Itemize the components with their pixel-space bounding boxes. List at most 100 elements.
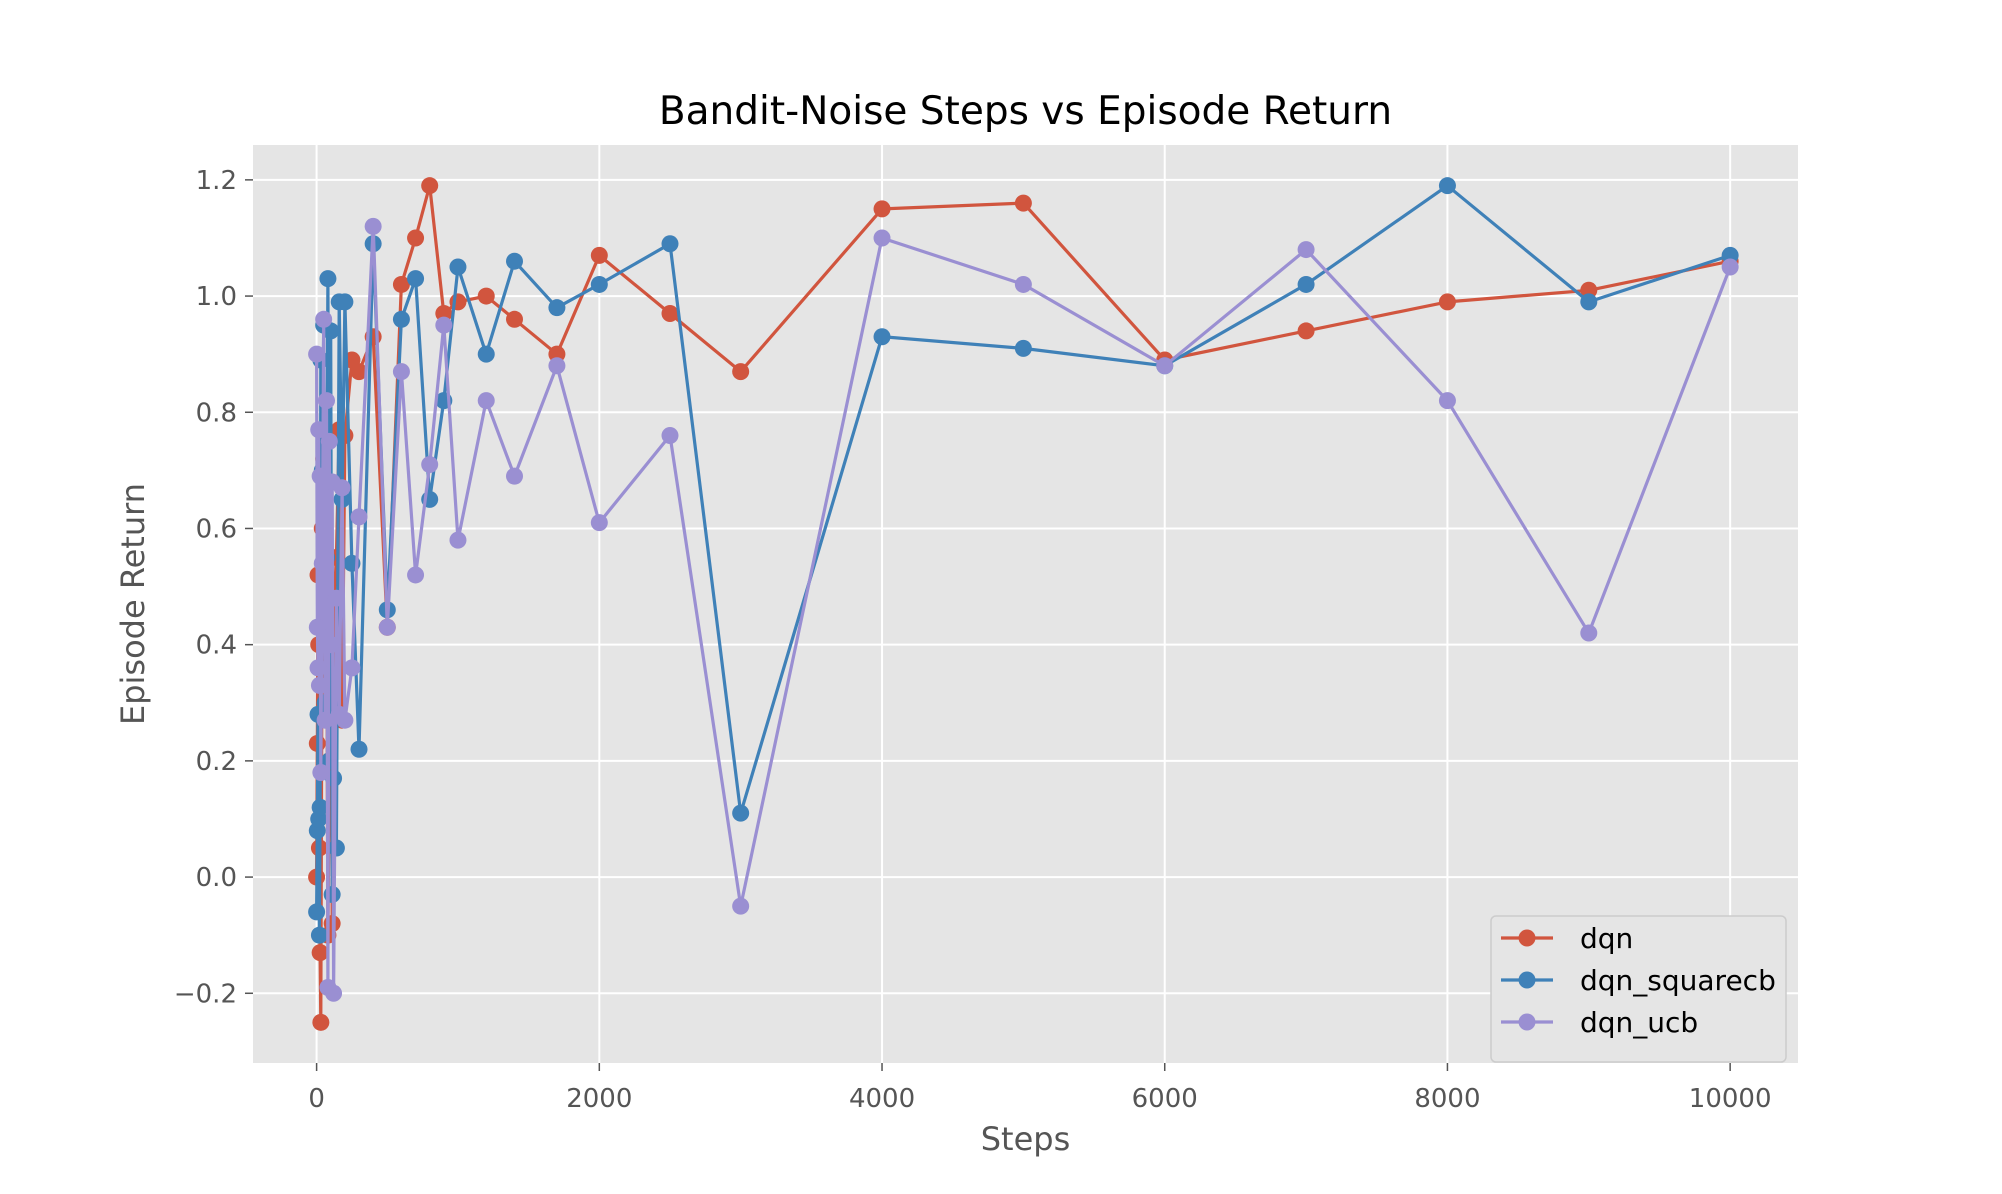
data-point-dqn: [590, 246, 608, 264]
data-point-dqn: [421, 177, 439, 195]
data-point-dqn_ucb: [873, 229, 891, 247]
data-point-dqn: [1014, 194, 1032, 212]
chart-title: Bandit-Noise Steps vs Episode Return: [659, 89, 1392, 134]
data-point-dqn_squarecb: [336, 293, 354, 311]
data-point-dqn_ucb: [732, 897, 750, 915]
data-point-dqn_squarecb: [1297, 275, 1315, 293]
y-tick-label: 0.4: [196, 631, 237, 661]
data-point-dqn_ucb: [343, 659, 361, 677]
y-tick-label: −0.2: [174, 979, 237, 1009]
y-axis-label: Episode Return: [114, 483, 152, 725]
data-point-dqn_ucb: [1721, 258, 1739, 276]
data-point-dqn_squarecb: [311, 798, 329, 816]
data-point-dqn_squarecb: [1580, 293, 1598, 311]
data-point-dqn_squarecb: [1721, 246, 1739, 264]
series-layer: [308, 177, 1739, 1031]
legend-label: dqn: [1580, 922, 1633, 955]
x-tick-label: 8000: [1414, 1084, 1480, 1114]
data-point-dqn_squarecb: [873, 328, 891, 346]
grid-lines: [253, 145, 1798, 1063]
data-point-dqn_squarecb: [310, 926, 328, 944]
data-point-dqn_ucb: [1438, 392, 1456, 410]
data-point-dqn_ucb: [477, 392, 495, 410]
data-point-dqn_ucb: [336, 711, 354, 729]
legend-swatch-marker: [1518, 929, 1536, 947]
data-point-dqn_squarecb: [1014, 339, 1032, 357]
y-tick-label: 1.0: [196, 282, 237, 312]
data-point-dqn_squarecb: [506, 252, 524, 270]
x-tick-label: 2000: [566, 1084, 632, 1114]
data-point-dqn_ucb: [392, 363, 410, 381]
data-point-dqn_ucb: [315, 310, 333, 328]
data-point-dqn_ucb: [1580, 624, 1598, 642]
legend-item-dqn_ucb: dqn_ucb: [1501, 1006, 1698, 1039]
data-point-dqn: [873, 200, 891, 218]
data-point-dqn_squarecb: [319, 270, 337, 288]
data-point-dqn_ucb: [325, 984, 343, 1002]
data-point-dqn: [435, 304, 453, 322]
data-point-dqn: [350, 363, 368, 381]
series-dqn_ucb: [308, 217, 1739, 1002]
legend-label: dqn_ucb: [1580, 1006, 1698, 1039]
legend-item-dqn_squarecb: dqn_squarecb: [1501, 964, 1776, 997]
data-point-dqn_ucb: [308, 618, 326, 636]
data-point-dqn_ucb: [309, 659, 327, 677]
series-line-dqn_ucb: [315, 224, 1732, 995]
data-point-dqn: [1297, 322, 1315, 340]
data-point-dqn_squarecb: [407, 270, 425, 288]
data-point-dqn_squarecb: [548, 299, 566, 317]
data-point-dqn_ucb: [364, 217, 382, 235]
data-point-dqn_ucb: [322, 636, 340, 654]
data-point-dqn: [548, 345, 566, 363]
x-axis-label: Steps: [981, 1120, 1071, 1158]
legend-label: dqn_squarecb: [1580, 964, 1776, 997]
x-tick-label: 4000: [849, 1084, 915, 1114]
data-point-dqn_ucb: [378, 618, 396, 636]
data-point-dqn_squarecb: [449, 258, 467, 276]
plot-background: [253, 145, 1798, 1063]
data-point-dqn_ucb: [435, 316, 453, 334]
data-point-dqn: [449, 293, 467, 311]
data-point-dqn_ucb: [449, 531, 467, 549]
data-point-dqn_ucb: [350, 508, 368, 526]
data-point-dqn_ucb: [312, 763, 330, 781]
data-point-dqn: [392, 275, 410, 293]
data-point-dqn_squarecb: [350, 740, 368, 758]
data-point-dqn_squarecb: [327, 839, 345, 857]
data-point-dqn_squarecb: [590, 275, 608, 293]
data-point-dqn_ucb: [1156, 357, 1174, 375]
data-point-dqn: [1580, 281, 1598, 299]
y-tick-label: 1.2: [196, 166, 237, 196]
data-point-dqn_ucb: [661, 427, 679, 445]
legend-box: [1490, 915, 1787, 1063]
data-point-dqn_ucb: [316, 711, 334, 729]
data-point-dqn_squarecb: [392, 310, 410, 328]
data-point-dqn_ucb: [333, 479, 351, 497]
data-point-dqn: [312, 1013, 330, 1031]
data-point-dqn_ucb: [308, 345, 326, 363]
legend: dqn dqn_squarecb dqn_ucb: [1490, 915, 1787, 1063]
data-point-dqn: [506, 310, 524, 328]
data-point-dqn_ucb: [320, 432, 338, 450]
x-tick-label: 6000: [1132, 1084, 1198, 1114]
data-point-dqn_squarecb: [308, 903, 326, 921]
data-point-dqn_ucb: [506, 467, 524, 485]
data-point-dqn: [1438, 293, 1456, 311]
legend-swatch-marker: [1518, 971, 1536, 989]
axis-ticks: 0 2000 4000 6000 8000 10000 −0.2 0.0 0.2 0.4 0.6 0.…: [174, 166, 1772, 1114]
data-point-dqn_ucb: [310, 421, 328, 439]
x-tick-label: 10000: [1689, 1084, 1772, 1114]
data-point-dqn: [407, 229, 425, 247]
data-point-dqn_ucb: [1014, 275, 1032, 293]
data-point-dqn: [477, 287, 495, 305]
data-point-dqn_squarecb: [661, 235, 679, 253]
data-point-dqn_ucb: [548, 357, 566, 375]
legend-swatch-marker: [1518, 1013, 1536, 1031]
y-tick-label: 0.6: [196, 514, 237, 544]
data-point-dqn_squarecb: [477, 345, 495, 363]
y-tick-label: 0.2: [196, 747, 237, 777]
data-point-dqn_ucb: [407, 566, 425, 584]
data-point-dqn: [311, 944, 329, 962]
